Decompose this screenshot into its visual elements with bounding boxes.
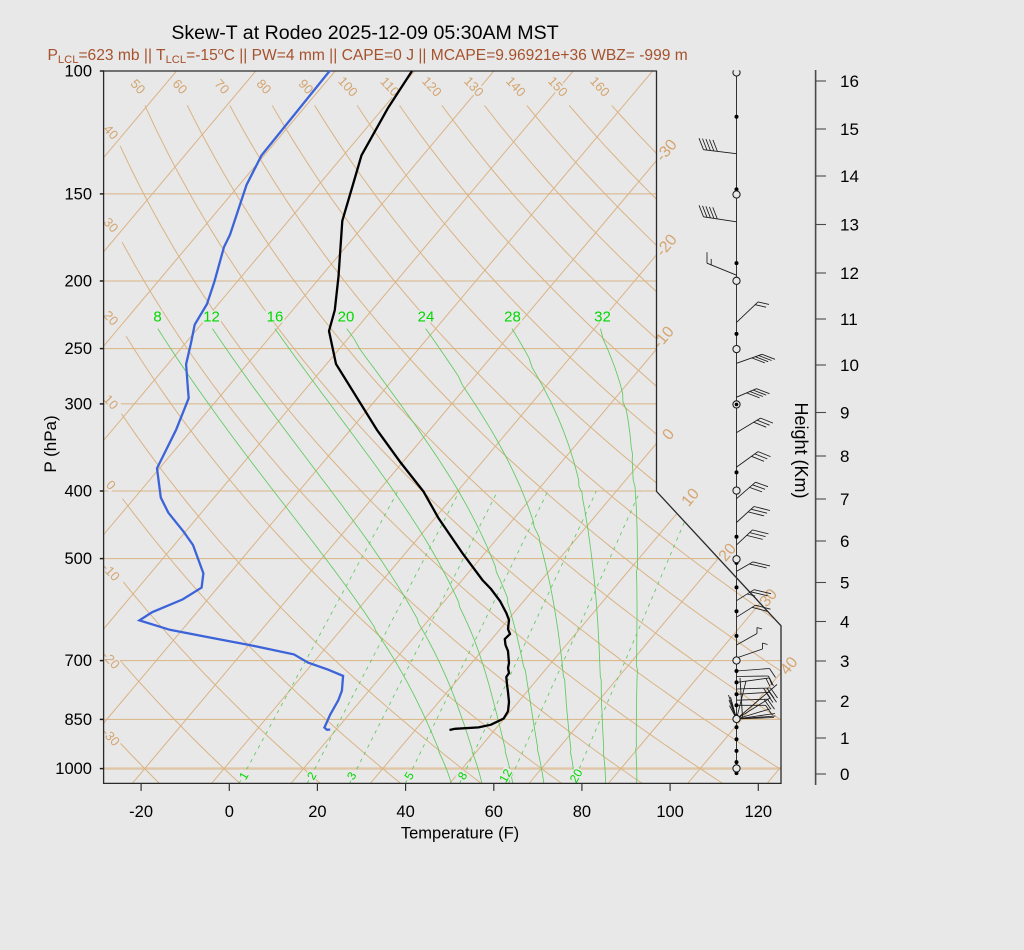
svg-text:200: 200	[64, 273, 92, 291]
svg-text:100: 100	[656, 803, 684, 821]
svg-text:12: 12	[840, 264, 859, 283]
svg-text:13: 13	[840, 216, 859, 235]
svg-text:16: 16	[267, 309, 284, 326]
svg-text:400: 400	[64, 483, 92, 501]
svg-text:8: 8	[153, 309, 161, 326]
svg-text:7: 7	[840, 490, 849, 509]
svg-text:12: 12	[203, 309, 220, 326]
svg-text:20: 20	[338, 309, 355, 326]
svg-text:12: 12	[496, 766, 515, 785]
svg-text:6: 6	[840, 532, 849, 551]
svg-text:300: 300	[64, 395, 92, 413]
svg-text:Skew-T at Rodeo 2025-12-09 05:: Skew-T at Rodeo 2025-12-09 05:30AM MST	[171, 22, 558, 44]
svg-text:32: 32	[594, 309, 611, 326]
svg-text:20: 20	[567, 766, 586, 785]
svg-text:0: 0	[840, 765, 849, 784]
svg-text:Temperature (F): Temperature (F)	[401, 825, 519, 843]
svg-text:Height (Km): Height (Km)	[791, 402, 811, 498]
svg-text:11: 11	[840, 310, 858, 329]
svg-text:8: 8	[840, 447, 849, 466]
svg-text:120: 120	[745, 803, 773, 821]
svg-text:4: 4	[840, 613, 849, 632]
svg-text:60: 60	[485, 803, 503, 821]
svg-text:PLCL=623 mb || TLCL=-15oC || P: PLCL=623 mb || TLCL=-15oC || PW=4 mm || …	[48, 46, 688, 67]
svg-text:0: 0	[225, 803, 234, 821]
svg-text:24: 24	[418, 309, 435, 326]
svg-text:5: 5	[840, 574, 849, 593]
svg-text:250: 250	[64, 340, 92, 358]
svg-text:P (hPa): P (hPa)	[41, 415, 60, 472]
svg-text:850: 850	[64, 711, 92, 729]
svg-text:15: 15	[840, 120, 859, 139]
svg-text:40: 40	[396, 803, 414, 821]
svg-text:700: 700	[64, 652, 92, 670]
svg-text:500: 500	[64, 550, 92, 568]
svg-text:100: 100	[64, 63, 92, 81]
svg-text:14: 14	[840, 167, 859, 186]
svg-text:-20: -20	[129, 803, 153, 821]
svg-text:1: 1	[840, 729, 849, 748]
svg-text:20: 20	[308, 803, 326, 821]
svg-text:3: 3	[840, 652, 849, 671]
svg-text:1000: 1000	[55, 760, 92, 778]
svg-text:80: 80	[573, 803, 591, 821]
svg-text:10: 10	[840, 356, 859, 375]
svg-text:16: 16	[840, 72, 859, 91]
svg-text:2: 2	[840, 692, 849, 711]
svg-text:28: 28	[504, 309, 521, 326]
svg-text:150: 150	[64, 185, 92, 203]
svg-text:9: 9	[840, 404, 849, 423]
